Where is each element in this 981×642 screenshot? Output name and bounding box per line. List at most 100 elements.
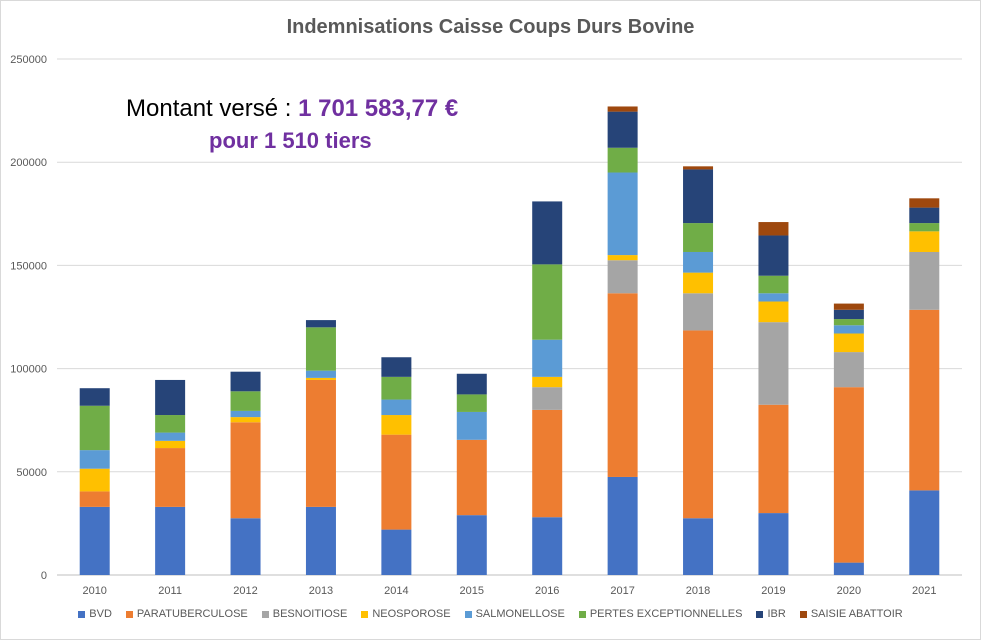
bar-segment bbox=[381, 434, 412, 530]
legend-item: SALMONELLOSE bbox=[464, 608, 565, 620]
bar-segment bbox=[230, 410, 261, 418]
bar-segment bbox=[683, 169, 714, 224]
y-tick-label: 250000 bbox=[10, 54, 47, 66]
y-tick-label: 0 bbox=[41, 570, 47, 582]
bar-segment bbox=[758, 222, 789, 236]
bar-segment bbox=[532, 264, 563, 340]
bar-segment bbox=[758, 513, 789, 575]
bar-segment bbox=[683, 223, 714, 252]
bar-segment bbox=[230, 371, 261, 392]
y-tick-label: 100000 bbox=[10, 364, 47, 376]
bar-segment bbox=[305, 370, 336, 378]
bar-segment bbox=[532, 339, 563, 377]
bar-segment bbox=[833, 387, 864, 563]
bar-segment bbox=[381, 376, 412, 400]
legend-label: BVD bbox=[89, 608, 112, 620]
bar-segment bbox=[833, 319, 864, 326]
bar-segment bbox=[833, 325, 864, 334]
x-tick-label: 2017 bbox=[610, 585, 634, 597]
legend-swatch bbox=[261, 610, 269, 618]
bar-segment bbox=[758, 301, 789, 323]
bar-segment bbox=[79, 468, 110, 492]
bar-segment bbox=[381, 529, 412, 575]
legend-label: SAISIE ABATTOIR bbox=[810, 608, 903, 620]
bar-segment bbox=[607, 111, 638, 148]
bar-segment bbox=[155, 506, 186, 575]
bar-segment bbox=[683, 518, 714, 575]
chart-title: Indemnisations Caisse Coups Durs Bovine bbox=[286, 16, 695, 38]
bar-segment bbox=[758, 404, 789, 514]
bar-segment bbox=[230, 391, 261, 411]
bar-segment bbox=[833, 303, 864, 310]
annotation-amount: 1 701 583,77 € bbox=[298, 95, 459, 122]
bar-segment bbox=[532, 201, 563, 265]
bar-segment bbox=[155, 415, 186, 433]
legend-label: PARATUBERCULOSE bbox=[136, 608, 248, 620]
bar-segment bbox=[607, 260, 638, 294]
bar-segment bbox=[456, 394, 487, 412]
legend-item: BVD bbox=[78, 608, 112, 620]
bar-segment bbox=[683, 272, 714, 294]
bar-segment bbox=[683, 251, 714, 273]
bar-segment bbox=[607, 476, 638, 575]
bar-segment bbox=[909, 309, 940, 491]
bar-segment bbox=[79, 450, 110, 469]
bar-segment bbox=[683, 330, 714, 519]
annotation-total-amount: Montant versé : 1 701 583,77 € bbox=[126, 95, 458, 123]
legend-item: IBR bbox=[756, 608, 786, 620]
bar-segment bbox=[833, 333, 864, 353]
legend-item: NEOSPOROSE bbox=[361, 608, 451, 620]
bar-segment bbox=[79, 405, 110, 451]
bar-segment bbox=[155, 448, 186, 507]
legend-label: NEOSPOROSE bbox=[372, 608, 451, 620]
bar-segment bbox=[833, 309, 864, 320]
bar-segment bbox=[456, 411, 487, 440]
x-tick-label: 2018 bbox=[686, 585, 710, 597]
bar-segment bbox=[230, 518, 261, 575]
bar-segment bbox=[909, 198, 940, 208]
x-tick-label: 2021 bbox=[912, 585, 936, 597]
bar-segment bbox=[758, 275, 789, 294]
legend-swatch bbox=[756, 610, 764, 618]
legend-item: BESNOITIOSE bbox=[261, 608, 347, 620]
bar-segment bbox=[909, 251, 940, 310]
bar-segment bbox=[456, 439, 487, 516]
legend-swatch bbox=[578, 610, 586, 618]
annotation-label: Montant versé : bbox=[126, 95, 299, 122]
legend-swatch bbox=[799, 610, 807, 618]
legend-swatch bbox=[125, 610, 133, 618]
legend-item: PARATUBERCULOSE bbox=[125, 608, 248, 620]
y-tick-label: 200000 bbox=[10, 157, 47, 169]
bar-segment bbox=[909, 223, 940, 232]
legend-label: PERTES EXCEPTIONNELLES bbox=[589, 608, 743, 620]
bar-segment bbox=[532, 517, 563, 575]
bar-segment bbox=[230, 422, 261, 519]
bar-segment bbox=[607, 172, 638, 256]
y-tick-label: 150000 bbox=[10, 260, 47, 272]
bar-segment bbox=[607, 147, 638, 173]
y-tick-label: 50000 bbox=[16, 467, 47, 479]
x-tick-label: 2010 bbox=[82, 585, 106, 597]
legend-swatch bbox=[78, 610, 86, 618]
bar-segment bbox=[155, 379, 186, 416]
bar-segment bbox=[683, 293, 714, 331]
legend-item: SAISIE ABATTOIR bbox=[799, 608, 903, 620]
bar-segment bbox=[833, 352, 864, 388]
bar-segment bbox=[305, 379, 336, 507]
x-tick-label: 2011 bbox=[158, 585, 182, 597]
legend-swatch bbox=[361, 610, 369, 618]
bar-segment bbox=[230, 417, 261, 423]
legend-label: IBR bbox=[767, 608, 786, 620]
bar-segment bbox=[305, 320, 336, 328]
bar-segment bbox=[155, 432, 186, 441]
bar-segment bbox=[532, 387, 563, 410]
bar-segment bbox=[305, 327, 336, 371]
bar-segment bbox=[79, 388, 110, 406]
bar-segment bbox=[758, 293, 789, 302]
bar-segment bbox=[909, 231, 940, 252]
bar-segment bbox=[305, 377, 336, 380]
bar-segment bbox=[683, 166, 714, 170]
x-tick-label: 2015 bbox=[460, 585, 484, 597]
bar-segment bbox=[607, 293, 638, 477]
